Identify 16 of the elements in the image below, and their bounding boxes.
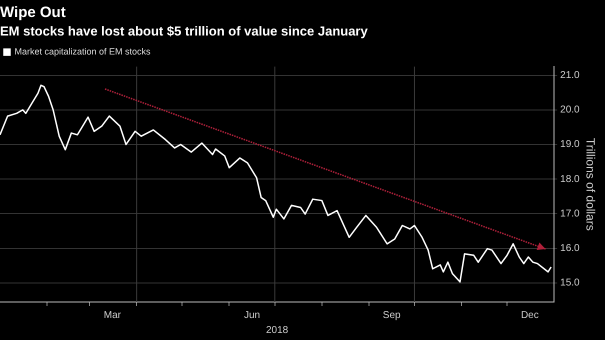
chart-subtitle: EM stocks have lost about $5 trillion of value since January (0, 23, 368, 38)
x-tick-label: Dec (520, 310, 539, 321)
y-tick-label: 17.0 (560, 208, 580, 220)
y-tick-label: 19.0 (560, 139, 580, 150)
y-tick-label: 16.0 (560, 243, 580, 254)
x-tick-label: Sep (382, 310, 402, 321)
x-tick-label: Mar (104, 310, 122, 321)
legend-label: Market capitalization of EM stocks (14, 46, 152, 57)
y-tick-label: 21.0 (560, 70, 580, 82)
y-tick-label: 18.0 (560, 174, 580, 185)
x-tick-label: Jun (244, 310, 260, 321)
chart-title: Wipe Out (0, 4, 66, 22)
x-axis-title: 2018 (266, 324, 289, 336)
y-tick-label: 20.0 (560, 104, 580, 116)
y-tick-label: 15.0 (560, 278, 580, 289)
y-axis-title: Trillions of dollars (583, 138, 598, 231)
